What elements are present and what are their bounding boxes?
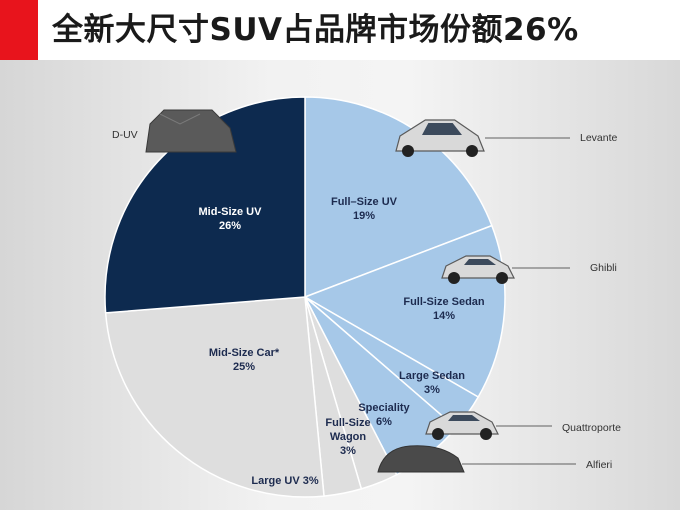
slice-label-speciality: Speciality 6% [358,402,410,428]
slice-label-mid-size-uv: Mid-Size UV 26% [199,206,263,232]
pie-slices [104,96,506,498]
levante-car-icon [395,119,485,157]
callout-label-ghibli: Ghibli [590,262,617,274]
slice-label-full-size-wagon: Full-Size Wagon 3% [325,417,370,457]
slice-label-large-uv: Large UV 3% [251,475,318,487]
pie-slice-mid-size-car [104,296,325,498]
car-callouts: D-UV Levante Ghibli Quattroporte Alfieri [112,109,621,473]
slice-label-full-size-uv: Full–Size UV 19% [331,196,398,222]
callout-label-alfieri: Alfieri [586,459,612,471]
header-accent-bar [0,0,38,60]
header: 全新大尺寸SUV占品牌市场份额26% [0,0,680,60]
callout-label-d-uv: D-UV [112,129,138,141]
pie-slice-mid-size-uv [104,96,306,314]
quattroporte-car-icon [425,411,499,440]
pie-slice-labels: Full–Size UV 19% Full-Size Sedan 14% Large S… [199,196,485,487]
slice-label-large-sedan: Large Sedan 3% [399,370,465,396]
ghibli-car-icon [441,255,515,284]
d-uv-car-icon [145,109,237,153]
callout-label-quattroporte: Quattroporte [562,422,621,434]
slice-label-mid-size-car: Mid-Size Car* 25% [209,347,280,373]
callout-label-levante: Levante [580,132,618,144]
alfieri-car-icon [377,445,465,473]
page-title: 全新大尺寸SUV占品牌市场份额26% [52,12,579,48]
slice-label-full-size-sedan: Full-Size Sedan 14% [403,296,485,322]
